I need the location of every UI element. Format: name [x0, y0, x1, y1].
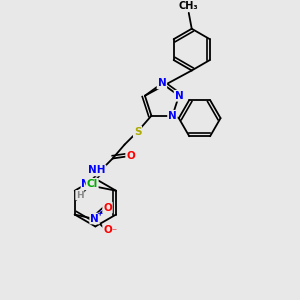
Text: O: O — [103, 202, 112, 213]
Text: O: O — [126, 152, 135, 161]
Text: ⁻: ⁻ — [111, 227, 116, 237]
Text: N: N — [175, 91, 183, 101]
Text: Cl: Cl — [86, 179, 98, 189]
Text: N: N — [168, 111, 177, 121]
Text: N: N — [158, 78, 166, 88]
Text: S: S — [134, 127, 141, 136]
Text: N: N — [82, 179, 90, 189]
Text: N: N — [90, 214, 99, 224]
Text: H: H — [76, 191, 84, 200]
Text: O: O — [103, 225, 112, 236]
Text: +: + — [96, 209, 103, 218]
Text: NH: NH — [88, 165, 106, 176]
Text: CH₃: CH₃ — [179, 1, 199, 11]
